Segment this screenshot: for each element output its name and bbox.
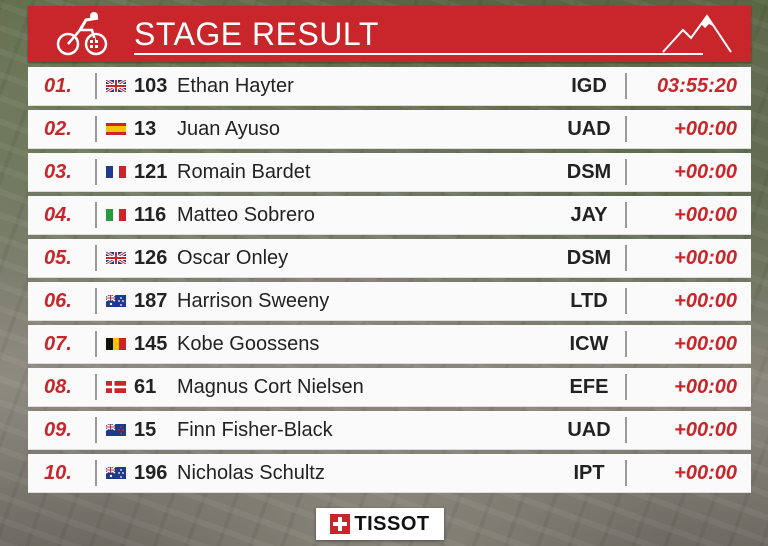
stage-result-header: STAGE RESULT [28, 6, 751, 62]
bib-number: 187 [134, 290, 168, 312]
flag-gb-icon [106, 252, 126, 264]
table-row[interactable]: 08. 61 Magnus Cort Nielsen EFE +00:00 [28, 368, 751, 407]
flag-nz-icon [106, 424, 126, 436]
cyclist-logo-icon [56, 12, 108, 56]
swiss-cross-icon [330, 514, 351, 534]
position: 02. [44, 118, 72, 140]
table-row[interactable]: 10. 196 Nicholas Schultz IPT +00:00 [28, 454, 751, 493]
divider [95, 116, 97, 142]
flag-it-icon [106, 209, 126, 221]
position: 05. [44, 247, 72, 269]
divider [95, 245, 97, 271]
rider-name: Oscar Onley [177, 247, 289, 269]
flag-gb-icon [106, 80, 126, 92]
divider [625, 374, 627, 400]
divider [625, 417, 627, 443]
position: 09. [44, 419, 72, 441]
bib-number: 13 [134, 118, 157, 140]
mountain-icon [662, 14, 732, 53]
divider [95, 159, 97, 185]
time: +00:00 [674, 204, 737, 226]
team-code: UAD [567, 118, 611, 140]
divider [625, 288, 627, 314]
position: 10. [44, 462, 72, 484]
rider-name: Kobe Goossens [177, 333, 320, 355]
page-title: STAGE RESULT [134, 16, 379, 52]
table-row[interactable]: 02. 13 Juan Ayuso UAD +00:00 [28, 110, 751, 149]
flag-fr-icon [106, 166, 126, 178]
rider-name: Magnus Cort Nielsen [177, 376, 364, 398]
team-code: IPT [573, 462, 605, 484]
position: 06. [44, 290, 72, 312]
table-row[interactable]: 09. 15 Finn Fisher-Black UAD +00:00 [28, 411, 751, 450]
rider-name: Harrison Sweeny [177, 290, 330, 312]
table-row[interactable]: 06. 187 Harrison Sweeny LTD +00:00 [28, 282, 751, 321]
time: +00:00 [674, 376, 737, 398]
time: +00:00 [674, 161, 737, 183]
flag-au-icon [106, 295, 126, 307]
rider-name: Romain Bardet [177, 161, 311, 183]
position: 07. [44, 333, 72, 355]
divider [95, 331, 97, 357]
flag-au-icon [106, 467, 126, 479]
team-code: DSM [566, 161, 612, 183]
flag-dk-icon [106, 381, 126, 393]
position: 01. [44, 75, 72, 97]
time: +00:00 [674, 118, 737, 140]
rider-name: Matteo Sobrero [177, 204, 315, 226]
divider [625, 73, 627, 99]
team-code: UAD [567, 419, 611, 441]
bib-number: 121 [134, 161, 168, 183]
sponsor-label: TISSOT [354, 512, 430, 535]
position: 04. [44, 204, 72, 226]
divider [95, 73, 97, 99]
divider [95, 288, 97, 314]
time: 03:55:20 [656, 75, 737, 97]
bib-number: 126 [134, 247, 168, 269]
flag-es-icon [106, 123, 126, 135]
bib-number: 103 [134, 75, 168, 97]
time: +00:00 [674, 419, 737, 441]
table-row[interactable]: 01. 103 Ethan Hayter IGD 03:55:20 [28, 67, 751, 106]
table-row[interactable]: 04. 116 Matteo Sobrero JAY +00:00 [28, 196, 751, 235]
rider-name: Ethan Hayter [177, 75, 294, 97]
rider-name: Finn Fisher-Black [177, 419, 333, 441]
position: 08. [44, 376, 72, 398]
team-code: JAY [570, 204, 608, 226]
divider [95, 460, 97, 486]
team-code: ICW [569, 333, 609, 355]
title-underline [134, 53, 703, 55]
team-code: EFE [569, 376, 609, 398]
divider [95, 374, 97, 400]
divider [625, 245, 627, 271]
divider [625, 460, 627, 486]
divider [625, 116, 627, 142]
divider [625, 202, 627, 228]
time: +00:00 [674, 333, 737, 355]
team-code: DSM [566, 247, 612, 269]
divider [95, 417, 97, 443]
position: 03. [44, 161, 72, 183]
divider [95, 202, 97, 228]
time: +00:00 [674, 462, 737, 484]
bib-number: 116 [134, 204, 167, 226]
sponsor-logo: TISSOT [316, 508, 444, 540]
bib-number: 61 [134, 376, 157, 398]
table-row[interactable]: 05. 126 Oscar Onley DSM +00:00 [28, 239, 751, 278]
team-code: LTD [570, 290, 608, 312]
bib-number: 145 [134, 333, 168, 355]
time: +00:00 [674, 247, 737, 269]
bib-number: 15 [134, 419, 157, 441]
time: +00:00 [674, 290, 737, 312]
flag-be-icon [106, 338, 126, 350]
bib-number: 196 [134, 462, 168, 484]
divider [625, 159, 627, 185]
table-row[interactable]: 03. 121 Romain Bardet DSM +00:00 [28, 153, 751, 192]
rider-name: Nicholas Schultz [177, 462, 325, 484]
divider [625, 331, 627, 357]
team-code: IGD [571, 75, 607, 97]
table-row[interactable]: 07. 145 Kobe Goossens ICW +00:00 [28, 325, 751, 364]
rider-name: Juan Ayuso [177, 118, 281, 140]
